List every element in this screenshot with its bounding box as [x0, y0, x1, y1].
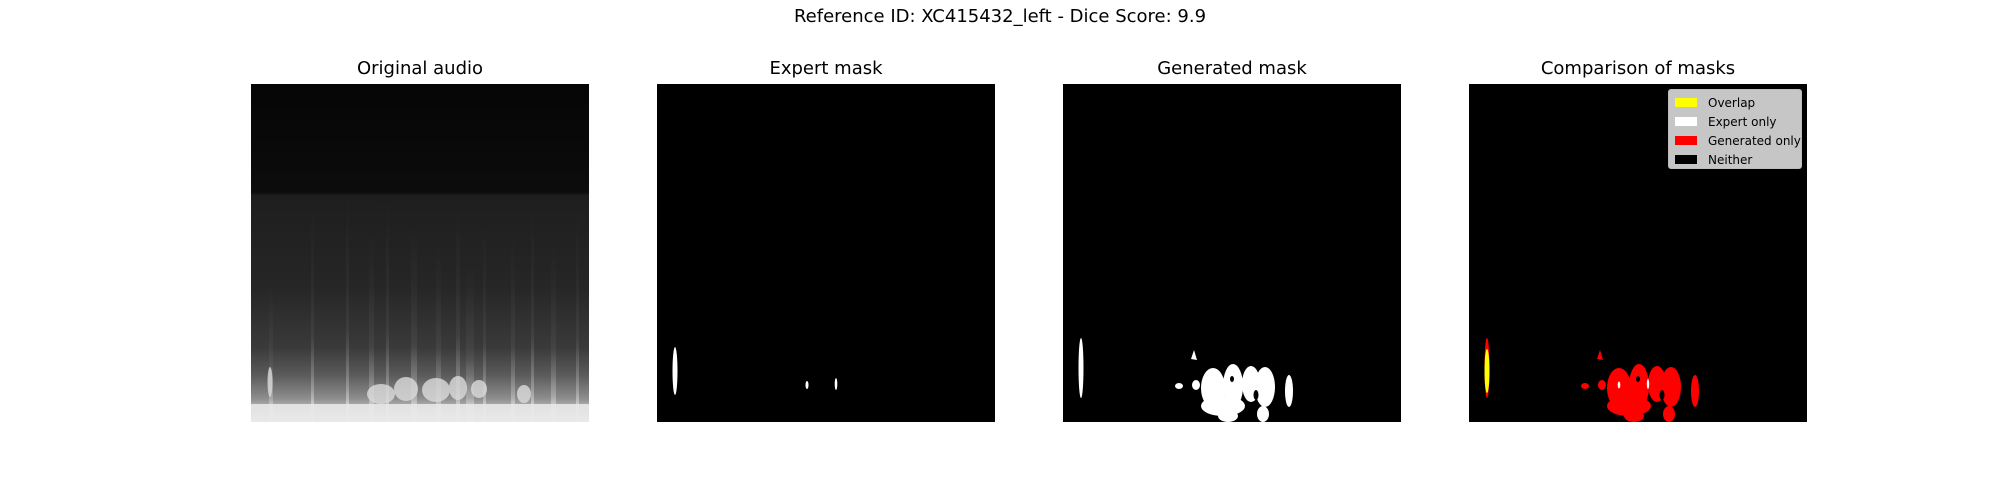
legend-swatch-neither — [1675, 155, 1697, 164]
comparison-holes — [1636, 376, 1665, 400]
spectrogram-svg — [251, 84, 589, 422]
legend-swatch-generated-only — [1675, 136, 1697, 145]
legend-item-overlap: Overlap — [1675, 93, 1795, 112]
spectrogram-stripes — [269, 194, 579, 422]
legend-item-neither: Neither — [1675, 150, 1795, 169]
figure-title: Reference ID: XC415432_left - Dice Score… — [793, 6, 1207, 27]
panel-title-comparison: Comparison of masks — [1540, 58, 1736, 79]
expert-only-regions — [1617, 379, 1650, 389]
panel-title-expert-mask: Expert mask — [769, 58, 883, 79]
spectrogram-background — [251, 84, 589, 422]
expert-mask-image — [657, 84, 995, 422]
legend-swatch-expert-only — [1675, 117, 1697, 126]
legend-item-expert-only: Expert only — [1675, 112, 1795, 131]
spectrogram-bottom-band — [251, 404, 589, 422]
legend-item-generated-only: Generated only — [1675, 131, 1801, 150]
generated-mask-holes — [1230, 376, 1259, 400]
generated-only-regions — [1484, 338, 1699, 422]
panel-title-original-audio: Original audio — [356, 58, 484, 79]
generated-mask-image — [1063, 84, 1401, 422]
spectrogram-image — [251, 84, 589, 422]
legend: Overlap Expert only Generated only Neith… — [1668, 89, 1802, 169]
overlap-regions — [1484, 349, 1490, 393]
expert-mask-background — [657, 84, 995, 422]
generated-mask-regions — [1078, 338, 1293, 422]
legend-swatch-overlap — [1675, 98, 1697, 107]
legend-label-neither: Neither — [1708, 152, 1753, 167]
spectrogram-highlights — [267, 367, 531, 404]
expert-mask-svg — [657, 84, 995, 422]
expert-mask-regions — [672, 347, 838, 395]
legend-label-expert-only: Expert only — [1708, 114, 1777, 129]
legend-label-overlap: Overlap — [1708, 95, 1756, 110]
panel-title-generated-mask: Generated mask — [1157, 58, 1307, 79]
legend-label-generated-only: Generated only — [1708, 133, 1801, 148]
generated-mask-svg — [1063, 84, 1401, 422]
